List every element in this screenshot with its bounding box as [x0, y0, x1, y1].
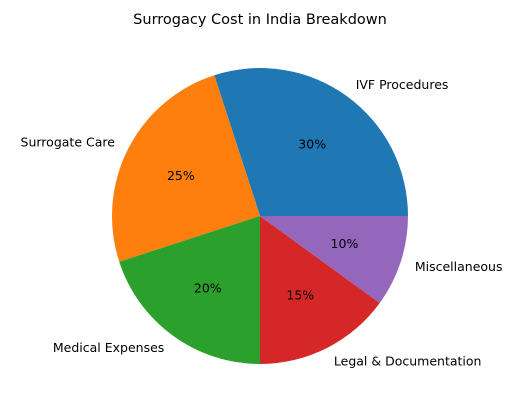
category-label-miscellaneous: Miscellaneous: [415, 259, 503, 274]
pct-label-miscellaneous: 10%: [331, 236, 359, 251]
pct-label-surrogate-care: 25%: [167, 168, 195, 183]
category-label-medical-expenses: Medical Expenses: [53, 340, 164, 355]
slice-medical-expenses: [119, 216, 260, 364]
percentage-labels: 30% 25% 20% 15% 10%: [167, 137, 358, 303]
slice-surrogate-care: [112, 75, 261, 262]
pie-slices: [112, 67, 408, 364]
slice-miscellaneous: [260, 216, 408, 303]
slice-ivf-procedures: [214, 67, 408, 216]
slice-legal-documentation: [260, 216, 380, 364]
category-labels: IVF Procedures Surrogate Care Medical Expe…: [21, 77, 503, 369]
category-label-legal-documentation: Legal & Documentation: [334, 354, 482, 369]
chart-title: Surrogacy Cost in India Breakdown: [133, 12, 387, 28]
pct-label-medical-expenses: 20%: [194, 280, 222, 295]
pct-label-legal-documentation: 15%: [286, 288, 314, 303]
category-label-ivf-procedures: IVF Procedures: [356, 77, 449, 92]
category-label-surrogate-care: Surrogate Care: [21, 135, 116, 150]
pct-label-ivf-procedures: 30%: [298, 137, 326, 152]
